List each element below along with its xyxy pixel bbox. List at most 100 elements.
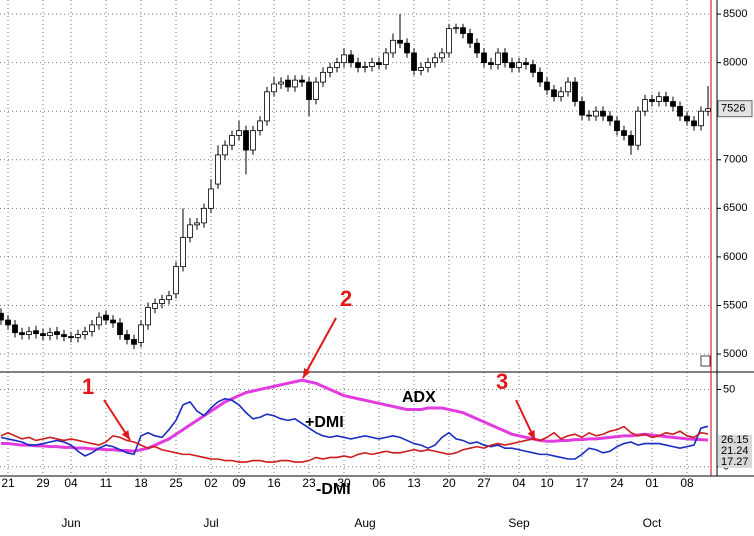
candle-body <box>75 334 81 338</box>
indicator-line <box>0 425 709 463</box>
x-tick-label: 18 <box>134 476 148 490</box>
candle-body <box>201 207 207 224</box>
candle-body <box>40 333 46 336</box>
x-tick-label: 10 <box>540 476 554 490</box>
candle-body <box>600 110 606 117</box>
x-tick-label: 02 <box>204 476 218 490</box>
candle-body <box>313 81 319 100</box>
candle-body <box>502 52 508 64</box>
candle-body <box>439 52 445 59</box>
candle-body <box>705 108 711 112</box>
candle-body <box>159 299 165 304</box>
series-label: -DMI <box>316 481 351 498</box>
candle-body <box>257 120 263 132</box>
candle-body <box>12 324 18 334</box>
candle-body <box>425 62 431 68</box>
annotation-arrowhead <box>527 430 535 440</box>
candle-body <box>523 62 529 65</box>
x-group-label: Sep <box>508 516 530 530</box>
candle-body <box>285 79 291 88</box>
x-tick-label: 30 <box>337 476 351 490</box>
x-tick-label: 01 <box>645 476 659 490</box>
candle-body <box>558 91 564 98</box>
candle-body <box>432 57 438 64</box>
indicator-line <box>0 397 709 460</box>
candle-body <box>376 62 382 65</box>
candle-body <box>530 64 536 73</box>
x-tick-label: 24 <box>610 476 624 490</box>
candle-body <box>187 224 193 238</box>
candle-body <box>495 52 501 65</box>
y-tick-label: 8500 <box>723 8 747 20</box>
candle-body <box>61 334 67 337</box>
x-tick-label: 21 <box>1 476 15 490</box>
x-tick-label: 04 <box>512 476 526 490</box>
candle-body <box>656 96 662 102</box>
candle-body <box>19 332 25 336</box>
candle-body <box>194 222 200 226</box>
candle-body <box>691 120 697 127</box>
candle-body <box>635 110 641 146</box>
candle-body <box>544 81 550 91</box>
x-tick-label: 25 <box>169 476 183 490</box>
annotation-arrowhead <box>303 368 311 378</box>
x-tick-label: 16 <box>267 476 281 490</box>
candle-body <box>250 130 256 151</box>
candle-body <box>264 91 270 122</box>
annotation: 1 <box>82 374 94 399</box>
candle-body <box>404 42 410 54</box>
candle-body <box>306 81 312 100</box>
candle-body <box>320 71 326 83</box>
candle-body <box>369 62 375 67</box>
candle-body <box>593 110 599 117</box>
last-value-box <box>718 456 752 468</box>
candle-body <box>327 67 333 73</box>
y-tick-label: 5000 <box>723 348 747 360</box>
series-label: +DMI <box>305 414 344 431</box>
x-tick-label: 13 <box>407 476 421 490</box>
candle-body <box>131 339 137 345</box>
candle-body <box>299 79 305 83</box>
y-tick-label: 7000 <box>723 154 747 166</box>
candle-body <box>628 135 634 146</box>
panel-handle <box>700 355 711 367</box>
candle-body <box>481 52 487 64</box>
candle-body <box>698 110 704 127</box>
annotation-arrow <box>302 317 337 379</box>
candle-body <box>138 324 144 343</box>
candle-body <box>614 120 620 132</box>
candle-body <box>292 79 298 88</box>
candle-body <box>411 52 417 71</box>
candle-body <box>670 101 676 107</box>
candle-body <box>180 237 186 268</box>
x-tick-label: 29 <box>36 476 50 490</box>
last-value-label: 26.15 <box>721 434 749 446</box>
y-tick-label: 50 <box>723 383 735 395</box>
last-value-box <box>718 434 752 446</box>
candle-body <box>5 319 11 326</box>
candle-body <box>278 81 284 85</box>
candle-body <box>418 67 424 71</box>
last-value-label: 21.24 <box>721 445 749 457</box>
candle-body <box>446 28 452 54</box>
candle-body <box>47 332 53 336</box>
x-tick-label: 23 <box>302 476 316 490</box>
candle-body <box>152 303 158 309</box>
candle-body <box>208 188 214 209</box>
last-value-label: 17.27 <box>721 456 749 468</box>
candle-body <box>509 62 515 68</box>
candle-body <box>0 312 4 321</box>
candle-body <box>82 331 88 336</box>
candle-body <box>579 101 585 116</box>
last-price-box <box>717 100 753 118</box>
candle-body <box>89 324 95 333</box>
candle-body <box>390 39 396 54</box>
last-value-box <box>718 445 752 457</box>
x-tick-label: 09 <box>232 476 246 490</box>
y-tick-label: 6000 <box>723 251 747 263</box>
candle-body <box>215 154 221 185</box>
candle-body <box>642 99 648 112</box>
x-group-label: Jun <box>61 516 80 530</box>
